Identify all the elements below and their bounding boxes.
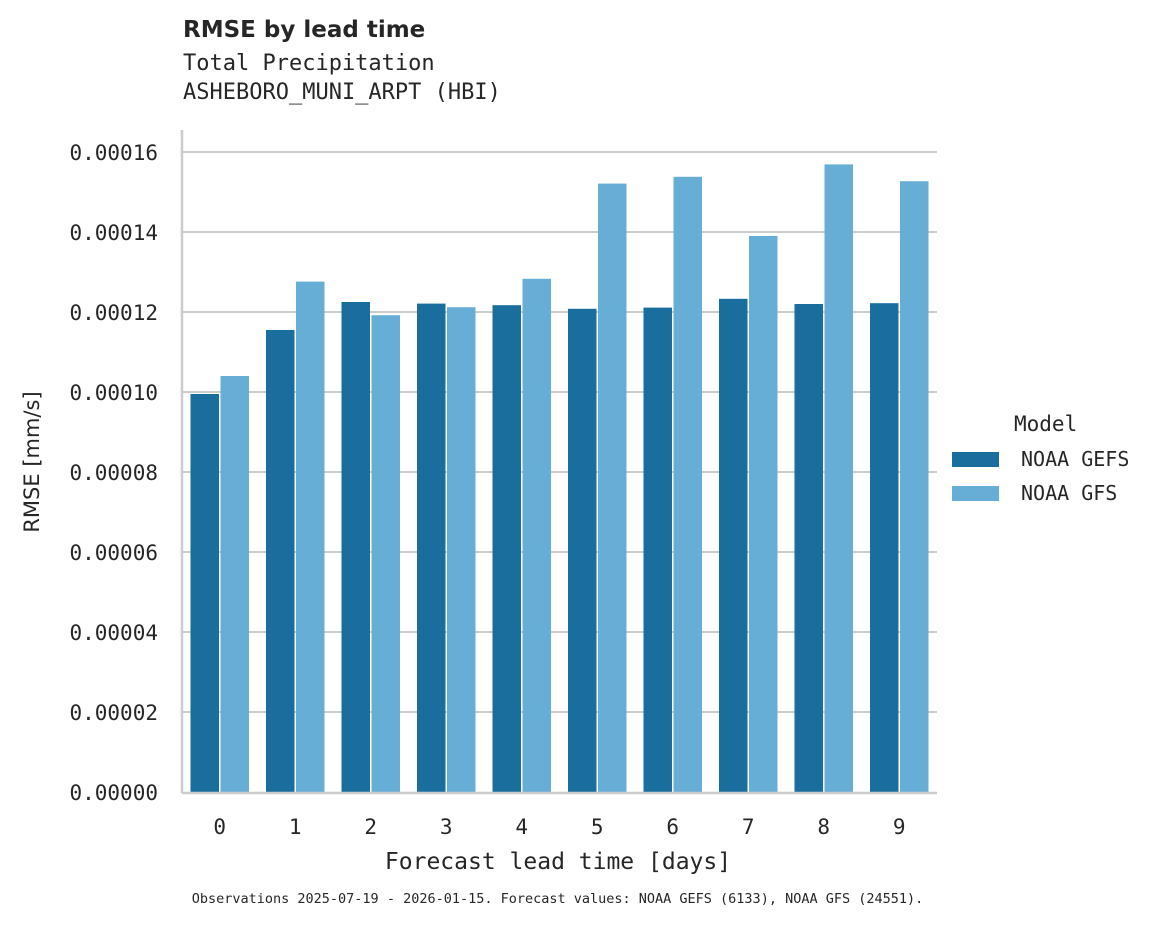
bar-noaa-gfs-8 <box>824 164 853 792</box>
bar-noaa-gefs-6 <box>643 307 672 792</box>
x-tick-label: 5 <box>591 815 604 839</box>
bar-noaa-gefs-4 <box>492 305 521 792</box>
x-tick-labels: 0 1 2 3 4 5 6 7 8 9 <box>213 815 905 839</box>
chart-footnote: Observations 2025-07-19 - 2026-01-15. Fo… <box>191 891 924 907</box>
y-tick-labels: 0.00000 0.00002 0.00004 0.00006 0.00008 0.000… <box>69 141 158 805</box>
y-tick-label: 0.00014 <box>69 221 158 245</box>
chart-title: RMSE by lead time <box>183 17 426 43</box>
bar-noaa-gfs-9 <box>900 181 929 792</box>
y-tick-label: 0.00000 <box>69 781 158 805</box>
x-tick-label: 6 <box>666 815 679 839</box>
gridlines <box>182 151 937 713</box>
x-tick-label: 0 <box>213 815 226 839</box>
bar-noaa-gfs-3 <box>447 307 476 792</box>
bar-noaa-gfs-6 <box>673 176 702 793</box>
y-tick-label: 0.00004 <box>69 621 158 645</box>
bar-noaa-gefs-1 <box>266 330 295 792</box>
bar-noaa-gfs-0 <box>220 376 249 792</box>
x-tick-label: 1 <box>289 815 302 839</box>
legend-label-gefs: NOAA GEFS <box>1021 447 1130 471</box>
bar-noaa-gfs-4 <box>522 278 551 792</box>
y-axis-label: RMSE [mm/s] <box>20 391 44 532</box>
x-tick-label: 2 <box>364 815 377 839</box>
y-tick-label: 0.00012 <box>69 301 158 325</box>
legend-swatch-gefs <box>952 451 999 467</box>
bar-noaa-gfs-2 <box>371 315 400 792</box>
legend-title: Model <box>1014 412 1078 436</box>
y-tick-label: 0.00016 <box>69 141 158 165</box>
legend-swatch-gfs <box>952 485 999 501</box>
y-tick-label: 0.00002 <box>69 701 158 725</box>
bar-noaa-gfs-5 <box>598 183 627 793</box>
x-tick-label: 4 <box>515 815 528 839</box>
legend: Model NOAA GEFS NOAA GFS <box>952 412 1129 510</box>
y-tick-label: 0.00010 <box>69 381 158 405</box>
x-tick-label: 8 <box>817 815 830 839</box>
chart-subtitle-variable: Total Precipitation <box>183 51 435 76</box>
bar-noaa-gefs-0 <box>190 394 219 792</box>
bar-noaa-gfs-7 <box>749 236 778 792</box>
bar-noaa-gefs-9 <box>870 303 899 792</box>
x-axis-label: Forecast lead time [days] <box>385 849 731 875</box>
legend-label-gfs: NOAA GFS <box>1021 481 1118 505</box>
bar-noaa-gefs-7 <box>719 298 748 792</box>
x-tick-label: 3 <box>440 815 453 839</box>
bar-noaa-gefs-2 <box>341 302 370 792</box>
bar-noaa-gefs-5 <box>568 308 597 792</box>
chart-subtitle-station: ASHEBORO_MUNI_ARPT (HBI) <box>183 80 501 105</box>
bar-noaa-gefs-3 <box>417 303 446 792</box>
x-tick-label: 9 <box>893 815 906 839</box>
legend-item-gfs: NOAA GFS <box>952 476 1129 510</box>
bar-noaa-gfs-1 <box>296 281 325 792</box>
bars <box>190 164 929 793</box>
x-tick-label: 7 <box>742 815 755 839</box>
y-tick-label: 0.00008 <box>69 461 158 485</box>
bar-noaa-gefs-8 <box>794 304 823 792</box>
legend-item-gefs: NOAA GEFS <box>952 442 1129 476</box>
y-tick-label: 0.00006 <box>69 541 158 565</box>
